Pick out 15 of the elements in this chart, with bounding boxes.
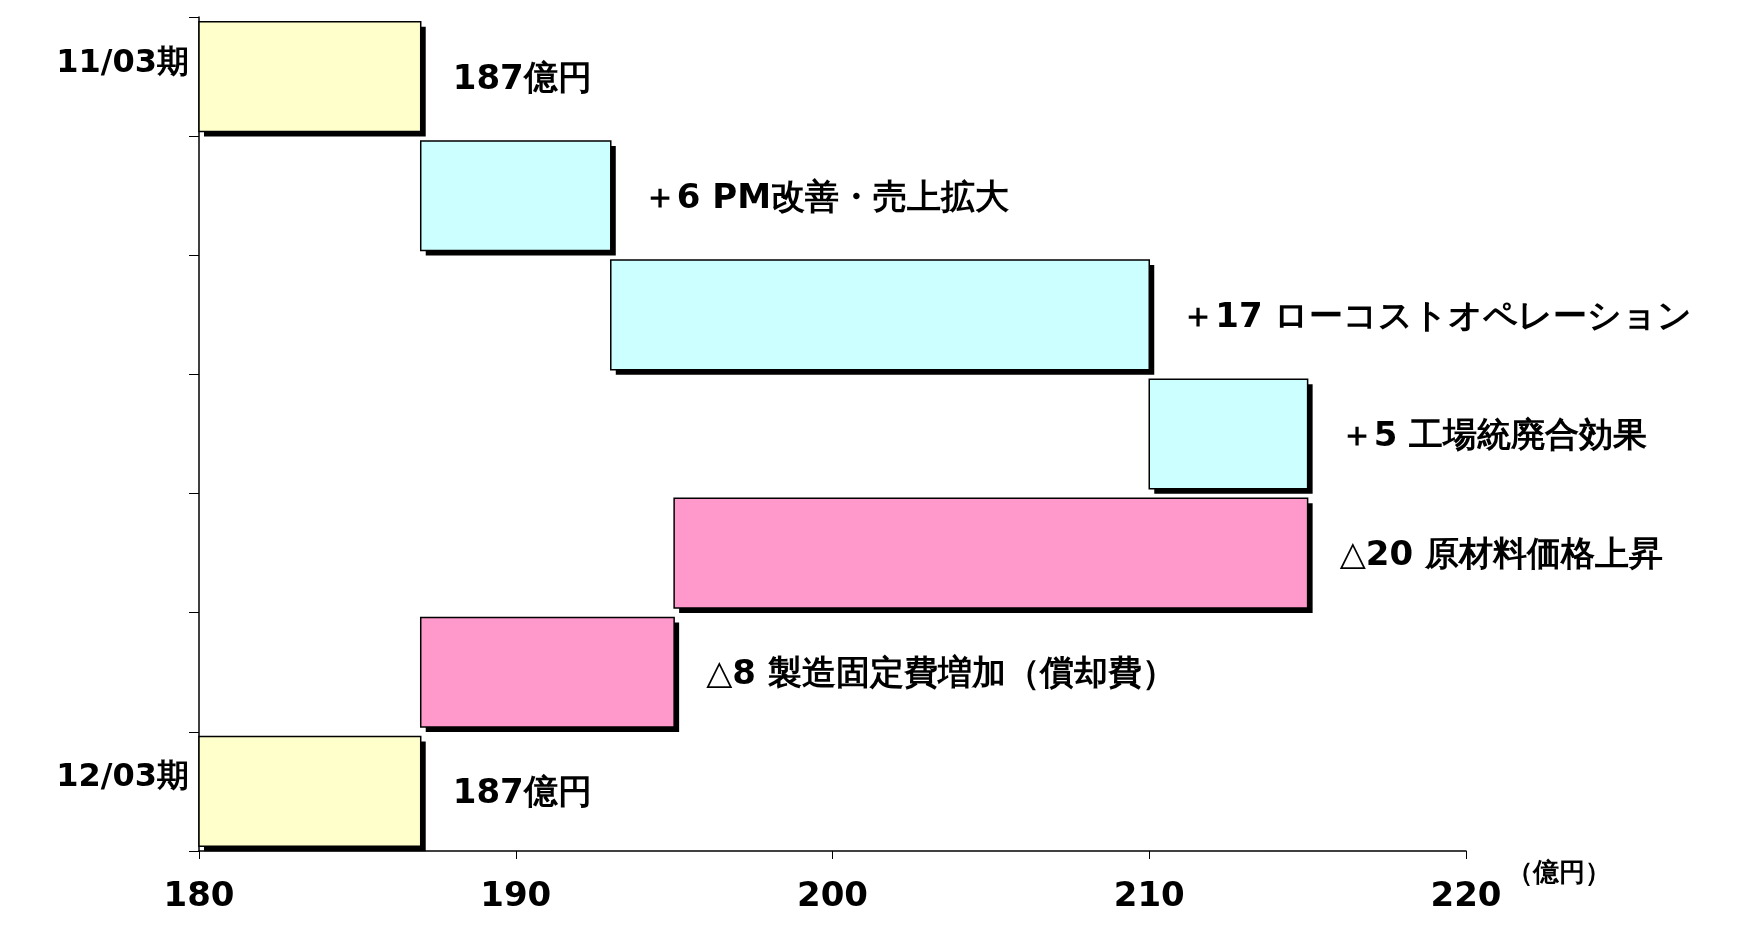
y-tick-label: 11/03期 (56, 41, 189, 80)
data-label: ＋17 ローコストオペレーション (1181, 294, 1693, 335)
x-tick-label: 180 (163, 874, 235, 914)
data-label: 187億円 (452, 771, 592, 812)
y-tick-label: 12/03期 (56, 756, 189, 795)
x-tick-label: 200 (797, 874, 868, 914)
x-tick-label: 220 (1430, 874, 1502, 914)
data-label: 187億円 (452, 56, 592, 97)
data-label: △20 原材料価格上昇 (1339, 533, 1663, 574)
x-tick-label: 190 (480, 874, 552, 914)
x-tick-label: 210 (1113, 874, 1185, 914)
x-axis-title: （億円） (1507, 857, 1612, 887)
data-label: △8 製造固定費増加（償却費） (706, 652, 1176, 693)
data-label: ＋6 PM改善・売上拡大 (642, 175, 1010, 216)
data-label: ＋5 工場統廃合効果 (1339, 414, 1648, 454)
